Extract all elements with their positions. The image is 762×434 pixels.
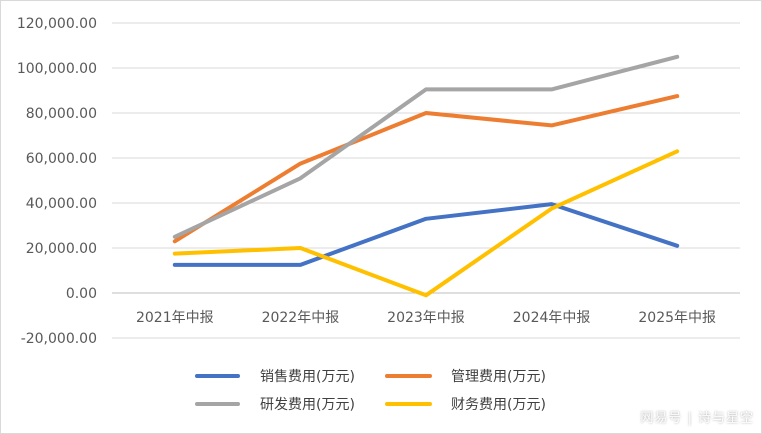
legend-item-3: 研发费用(万元) (195, 397, 355, 413)
legend-item-2: 管理费用(万元) (385, 369, 546, 385)
x-tick-label: 2023年中报 (387, 310, 465, 326)
legend-label: 管理费用(万元) (451, 369, 546, 385)
legend-item-1: 销售费用(万元) (195, 369, 355, 385)
legend-label: 研发费用(万元) (260, 397, 355, 413)
series-line-4 (172, 149, 680, 298)
x-tick-label: 2021年中报 (136, 310, 214, 326)
x-tick-label: 2025年中报 (638, 310, 716, 326)
legend-label: 财务费用(万元) (451, 397, 546, 413)
y-tick-label: 100,000.00 (17, 61, 97, 77)
legend-item-4: 财务费用(万元) (385, 397, 546, 413)
legend: 销售费用(万元) 管理费用(万元) 研发费用(万元) 财务费用(万元) (195, 369, 546, 413)
x-tick-label: 2024年中报 (513, 310, 591, 326)
legend-label: 销售费用(万元) (260, 369, 355, 385)
y-tick-label: 60,000.00 (26, 151, 97, 167)
series-line-3 (172, 54, 680, 239)
y-tick-label: -20,000.00 (21, 331, 97, 347)
x-axis-tick-labels: 2021年中报 2022年中报 2023年中报 2024年中报 2025年中报 (136, 310, 716, 326)
y-tick-label: 0.00 (66, 286, 97, 302)
watermark-text: 网易号 | 诗与星空 (640, 411, 754, 426)
y-tick-label: 80,000.00 (26, 106, 97, 122)
y-tick-label: 40,000.00 (26, 196, 97, 212)
x-tick-label: 2022年中报 (262, 310, 340, 326)
y-tick-label: 120,000.00 (17, 16, 97, 32)
y-tick-label: 20,000.00 (26, 241, 97, 257)
series-lines (172, 54, 680, 298)
gridlines (112, 22, 740, 339)
y-axis-tick-labels: 120,000.00 100,000.00 80,000.00 60,000.00 40… (17, 16, 97, 347)
series-line-1 (172, 202, 680, 267)
series-line-2 (172, 94, 680, 244)
